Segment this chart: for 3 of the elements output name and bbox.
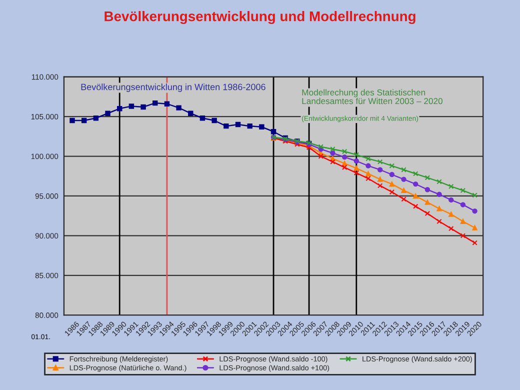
annotation: Bevölkerungsentwicklung in Witten 1986-2006 xyxy=(81,84,266,92)
chart-title: Bevölkerungsentwicklung und Modellrechnung xyxy=(104,11,416,24)
annotation: Modellrechung des Statistischen Landesamtes für Witten 2003 – 2020 xyxy=(302,89,442,104)
